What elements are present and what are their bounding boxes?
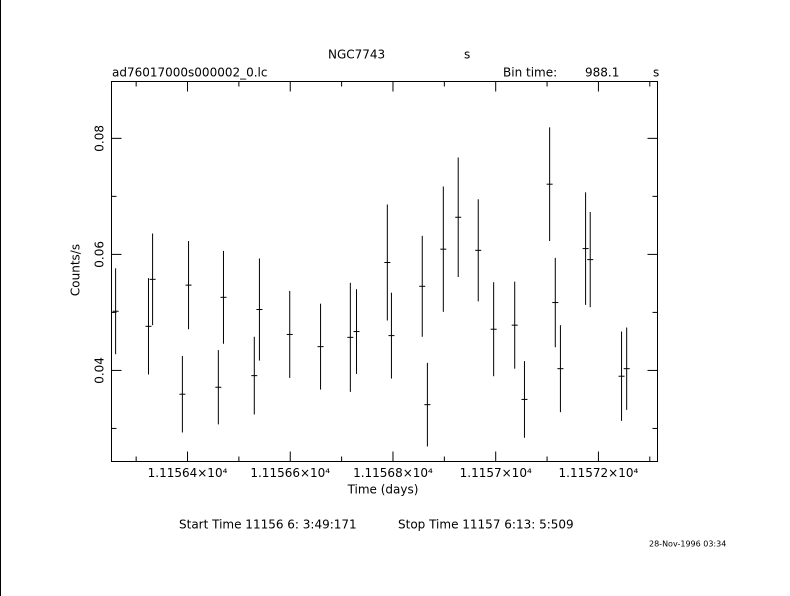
annotation: s <box>653 66 659 80</box>
annotation: 988.1 <box>585 66 619 80</box>
x-tick-label: 1.11566×10⁴ <box>250 466 330 480</box>
x-tick-label: 1.11564×10⁴ <box>148 466 228 480</box>
plot-frame <box>111 81 658 462</box>
y-axis-label: Counts/s <box>69 244 83 296</box>
annotation: s <box>464 48 470 62</box>
x-tick-label: 1.11568×10⁴ <box>353 466 433 480</box>
x-tick-label: 1.11572×10⁴ <box>559 466 639 480</box>
annotation: ad76017000s000002_0.lc <box>112 66 268 80</box>
y-tick-label: 0.08 <box>93 125 107 152</box>
annotation: 28-Nov-1996 03:34 <box>649 540 726 549</box>
x-axis-label: Time (days) <box>347 483 419 497</box>
annotation: Start Time 11156 6: 3:49:171 <box>179 518 357 532</box>
chart-title: NGC7743 <box>328 48 385 62</box>
annotation: Bin time: <box>503 66 557 80</box>
x-tick-label: 1.1157×10⁴ <box>460 466 532 480</box>
y-tick-label: 0.04 <box>93 357 107 384</box>
y-tick-label: 0.06 <box>93 241 107 268</box>
annotation: Stop Time 11157 6:13: 5:509 <box>398 518 574 532</box>
